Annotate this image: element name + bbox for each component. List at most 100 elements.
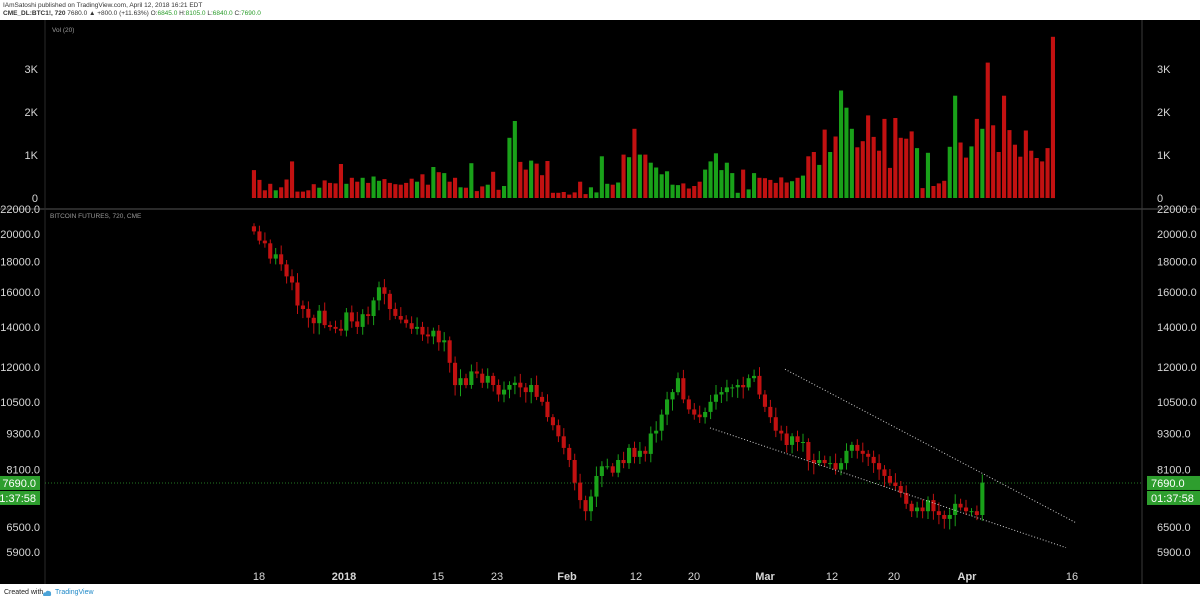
volume-bar bbox=[904, 138, 909, 198]
candle bbox=[474, 371, 479, 374]
volume-bar bbox=[762, 178, 767, 198]
candle bbox=[719, 392, 724, 395]
chart-area[interactable]: Vol (20) 3K 3K 2K 2K 1K 1K 0 0 BITCOIN FUTURES, 7… bbox=[0, 20, 1200, 584]
volume-bar bbox=[496, 189, 501, 198]
chart-svg[interactable]: Vol (20) 3K 3K 2K 2K 1K 1K 0 0 BITCOIN FUTURES, 7… bbox=[0, 20, 1200, 584]
volume-bar bbox=[338, 164, 343, 198]
volume-bar bbox=[1012, 144, 1017, 198]
candle bbox=[811, 460, 816, 464]
volume-bar bbox=[251, 170, 256, 198]
candle bbox=[724, 387, 729, 393]
volume-ytick-label-right: 3K bbox=[1157, 64, 1171, 76]
volume-bar bbox=[920, 188, 925, 198]
candle bbox=[545, 401, 550, 418]
x-tick-label: 23 bbox=[491, 571, 503, 583]
volume-bar bbox=[648, 162, 653, 198]
candle bbox=[279, 254, 284, 265]
volume-bar bbox=[360, 177, 365, 198]
volume-bar bbox=[800, 175, 805, 198]
candle bbox=[567, 447, 572, 460]
volume-bar bbox=[849, 128, 854, 198]
candle bbox=[431, 330, 436, 337]
volume-bar bbox=[561, 192, 566, 198]
candle bbox=[882, 469, 887, 476]
candle bbox=[463, 378, 468, 386]
candle bbox=[768, 406, 773, 418]
price-badge-right bbox=[1147, 475, 1200, 490]
candle bbox=[442, 340, 447, 343]
volume-bar bbox=[654, 167, 659, 198]
candle bbox=[898, 486, 903, 493]
price-ytick-label-left: 8100.0 bbox=[6, 464, 40, 476]
volume-bar bbox=[447, 181, 452, 198]
price-ytick-label-right: 8100.0 bbox=[1157, 464, 1191, 476]
x-tick-label: 20 bbox=[888, 571, 900, 583]
x-tick-label: 20 bbox=[688, 571, 700, 583]
volume-bar bbox=[1034, 158, 1039, 198]
volume-bar bbox=[594, 192, 599, 198]
volume-bar bbox=[322, 180, 327, 198]
volume-bar bbox=[572, 192, 577, 198]
volume-bar bbox=[996, 152, 1001, 198]
symbol: CME_DL:BTC1!, 720 bbox=[3, 10, 66, 17]
candle bbox=[284, 264, 289, 277]
x-tick-label: Apr bbox=[958, 571, 978, 583]
volume-bar bbox=[909, 131, 914, 198]
volume-bar bbox=[735, 192, 740, 198]
volume-ytick-label-left: 1K bbox=[25, 150, 39, 162]
candle bbox=[877, 463, 882, 470]
candle bbox=[300, 305, 305, 309]
candle bbox=[328, 325, 333, 327]
volume-bar bbox=[991, 125, 996, 198]
volume-bar bbox=[398, 184, 403, 198]
volume-bar bbox=[724, 162, 729, 198]
volume-bar bbox=[947, 146, 952, 198]
low-value: 6840.0 bbox=[212, 10, 233, 17]
price-ytick-label-left: 12000.0 bbox=[0, 362, 40, 374]
volume-bar bbox=[333, 183, 338, 198]
volume-bar bbox=[627, 157, 632, 198]
volume-bar bbox=[349, 177, 354, 198]
footer: Created with TradingView bbox=[0, 584, 1200, 603]
candle bbox=[741, 385, 746, 388]
volume-bar bbox=[436, 172, 441, 198]
candle bbox=[295, 282, 300, 306]
candle bbox=[654, 430, 659, 434]
volume-bar bbox=[1045, 148, 1050, 198]
volume-bar bbox=[458, 187, 463, 199]
candle bbox=[681, 378, 686, 400]
volume-bar bbox=[882, 118, 887, 198]
volume-pane-title: Vol (20) bbox=[52, 27, 74, 34]
candle bbox=[453, 362, 458, 386]
candle bbox=[779, 430, 784, 434]
volume-bar bbox=[730, 173, 735, 198]
candle bbox=[752, 375, 757, 379]
candle bbox=[387, 293, 392, 309]
candle bbox=[523, 387, 528, 393]
x-tick-label: 2018 bbox=[332, 571, 356, 583]
volume-bar bbox=[534, 163, 539, 198]
tradingview-link[interactable]: TradingView bbox=[55, 589, 94, 596]
candle bbox=[762, 394, 767, 407]
volume-bar bbox=[529, 160, 534, 198]
volume-bar bbox=[958, 142, 963, 198]
candle bbox=[561, 436, 566, 448]
price-ytick-label-left: 10500.0 bbox=[0, 397, 40, 409]
volume-bar bbox=[1007, 130, 1012, 198]
volume-bar bbox=[290, 161, 295, 198]
candle bbox=[817, 460, 822, 464]
candle bbox=[746, 378, 751, 388]
volume-bar bbox=[306, 190, 311, 198]
candle bbox=[507, 385, 512, 390]
volume-bar bbox=[773, 182, 778, 198]
volume-bar bbox=[931, 186, 936, 198]
candle bbox=[665, 399, 670, 415]
candle bbox=[703, 412, 708, 418]
volume-bar bbox=[681, 183, 686, 198]
volume-bar bbox=[545, 161, 550, 198]
candle bbox=[458, 378, 463, 386]
candle bbox=[311, 317, 316, 324]
candle bbox=[866, 453, 871, 457]
volume-bar bbox=[523, 169, 528, 198]
volume-bar bbox=[1018, 156, 1023, 198]
